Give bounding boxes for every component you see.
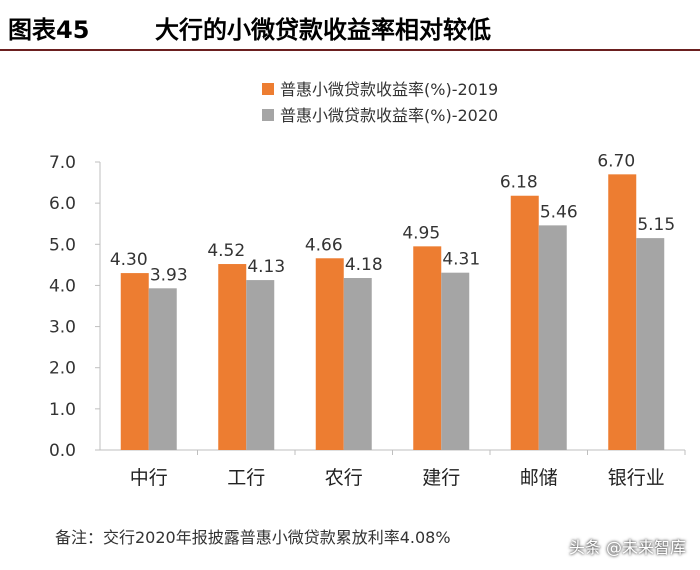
legend-swatch-1 xyxy=(262,109,274,121)
bar-chart: 普惠小微贷款收益率(%)-2019 普惠小微贷款收益率(%)-2020 0.0 1.0… xyxy=(49,80,686,489)
data-label-1-0: 3.93 xyxy=(150,265,188,285)
data-label-1-2: 4.18 xyxy=(345,255,383,275)
data-label-1-3: 4.31 xyxy=(442,250,480,270)
bar-0-0 xyxy=(120,273,149,450)
legend-label-1: 普惠小微贷款收益率(%)-2020 xyxy=(280,106,498,125)
y-tick-label-1: 1.0 xyxy=(49,400,76,420)
data-label-0-5: 6.70 xyxy=(597,151,635,171)
bar-1-1 xyxy=(246,280,275,450)
legend-label-0: 普惠小微贷款收益率(%)-2019 xyxy=(280,80,498,99)
x-tick-label-3: 建行 xyxy=(422,467,460,489)
x-tick-label-4: 邮储 xyxy=(520,467,558,489)
x-tick-label-2: 农行 xyxy=(325,467,363,489)
y-tick-label-2: 2.0 xyxy=(49,359,76,379)
figure-number: 图表45 xyxy=(8,16,90,44)
data-label-0-0: 4.30 xyxy=(110,250,148,270)
bar-1-0 xyxy=(148,288,177,450)
x-tick-label-1: 工行 xyxy=(227,467,265,489)
y-tick-label-6: 6.0 xyxy=(49,194,76,214)
data-label-1-4: 5.46 xyxy=(540,202,578,222)
chart-title: 大行的小微贷款收益率相对较低 xyxy=(155,16,491,44)
data-label-0-4: 6.18 xyxy=(500,173,538,193)
bar-0-5 xyxy=(608,174,637,450)
y-tick-label-4: 4.0 xyxy=(49,276,76,296)
data-label-1-5: 5.15 xyxy=(637,215,675,235)
data-label-0-1: 4.52 xyxy=(207,241,245,261)
bar-1-2 xyxy=(343,278,372,450)
bar-0-1 xyxy=(218,264,247,450)
footnote: 备注：交行2020年报披露普惠小微贷款累放利率4.08% xyxy=(55,528,451,547)
data-label-1-1: 4.13 xyxy=(247,257,285,277)
y-tick-label-7: 7.0 xyxy=(49,153,76,173)
data-label-0-2: 4.66 xyxy=(305,235,343,255)
y-tick-label-5: 5.0 xyxy=(49,235,76,255)
header-divider xyxy=(0,49,700,51)
bar-1-3 xyxy=(441,272,470,450)
bar-0-2 xyxy=(315,258,344,450)
bar-1-4 xyxy=(538,225,567,450)
watermark: 头条 @未来智库 xyxy=(568,538,686,557)
bar-1-5 xyxy=(636,238,665,450)
legend-swatch-0 xyxy=(262,83,274,95)
bar-0-3 xyxy=(413,246,442,450)
y-tick-label-3: 3.0 xyxy=(49,318,76,338)
bar-0-4 xyxy=(510,195,539,450)
y-tick-label-0: 0.0 xyxy=(49,441,76,461)
x-tick-label-0: 中行 xyxy=(130,467,168,489)
figure-header: 图表45 大行的小微贷款收益率相对较低 xyxy=(0,0,700,51)
data-label-0-3: 4.95 xyxy=(402,223,440,243)
x-tick-label-5: 银行业 xyxy=(608,467,665,489)
